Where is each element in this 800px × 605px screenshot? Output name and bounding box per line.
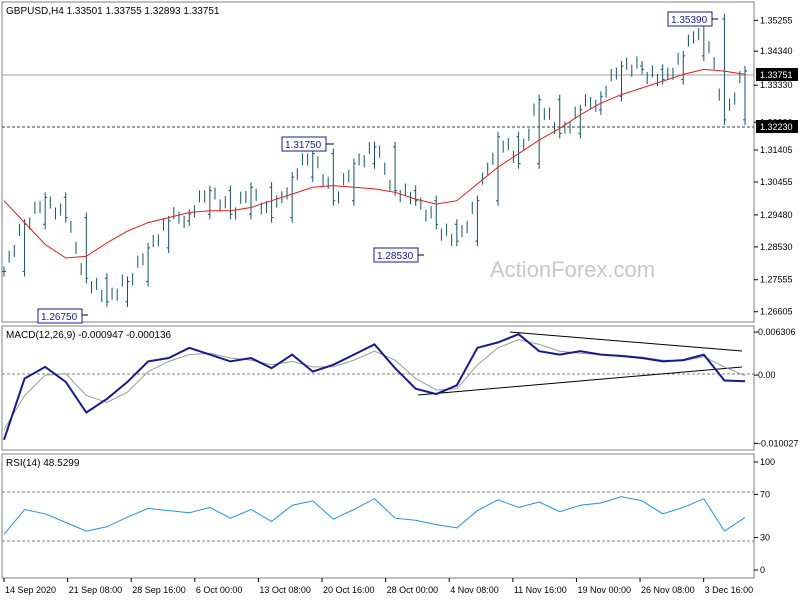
annotation-peak: 1.31750 <box>281 136 334 152</box>
price-bar <box>743 66 747 125</box>
time-axis-label: 19 Nov 00:00 <box>577 585 631 595</box>
time-axis-label: 11 Nov 16:00 <box>514 585 567 595</box>
rsi-axis-label: 100 <box>760 457 775 467</box>
price-bar <box>249 182 253 220</box>
price-bar <box>310 148 315 183</box>
price-bar <box>413 185 418 206</box>
price-panel: GBPUSD,H4 1.33501 1.33755 1.32893 1.3375… <box>1 1 798 324</box>
price-axis-label: 1.28530 <box>760 242 793 252</box>
price-bar <box>166 215 171 253</box>
level-price-value: 1.32230 <box>760 122 793 132</box>
time-axis-label: 28 Sep 16:00 <box>132 585 186 595</box>
rsi-axis-label: 0 <box>760 565 765 575</box>
price-bar <box>187 209 192 226</box>
price-series <box>2 13 747 307</box>
price-axis-label: 1.30455 <box>760 177 793 187</box>
price-bar <box>104 273 109 307</box>
price-axis-label: 1.26605 <box>760 307 793 317</box>
watermark: ActionForex.com <box>490 257 655 282</box>
price-bar <box>640 60 645 75</box>
macd-axis-label: -0.010027 <box>758 438 799 448</box>
moving-average-line <box>3 68 746 259</box>
level-price-label: 1.32230 <box>756 120 798 133</box>
price-bar <box>722 13 727 125</box>
rsi-axis-label: 70 <box>760 489 770 499</box>
time-axis-label: 13 Oct 08:00 <box>259 585 311 595</box>
macd-panel-title: MACD(12,26,9) -0.000947 -0.000136 <box>6 330 172 341</box>
price-bar <box>228 185 233 220</box>
time-axis-label: 26 Nov 08:00 <box>641 585 695 595</box>
price-bar <box>372 141 377 169</box>
macd-trendline-lower <box>417 366 743 396</box>
rsi-axis-label: 30 <box>760 533 770 543</box>
annotation-high-label: 1.35390 <box>671 15 708 26</box>
macd-trendline-upper <box>509 331 743 352</box>
macd-panel: MACD(12,26,9) -0.000947 -0.000136 0.0063… <box>1 325 799 451</box>
time-axis-label: 6 Oct 00:00 <box>196 585 243 595</box>
time-axis-label: 28 Oct 00:00 <box>387 585 439 595</box>
annotation-trough-label: 1.28530 <box>377 251 414 262</box>
time-axis-label: 20 Oct 16:00 <box>323 585 375 595</box>
rsi-panel-title: RSI(14) 48.5299 <box>6 458 80 469</box>
macd-axis-label: 0.006306 <box>758 327 796 337</box>
macd-axis: 0.006306 0.00 -0.010027 <box>754 327 799 448</box>
price-axis-label: 1.34340 <box>760 46 793 56</box>
price-axis-label: 1.29480 <box>760 210 793 220</box>
price-bar <box>578 104 583 139</box>
time-axis-label: 3 Dec 16:00 <box>705 585 754 595</box>
rsi-axis: 100 70 30 0 <box>754 457 775 575</box>
current-price-value: 1.33751 <box>760 70 793 80</box>
price-bar <box>434 195 439 230</box>
annotation-high: 1.35390 <box>667 11 718 27</box>
price-bar <box>207 185 212 220</box>
time-axis-label: 14 Sep 2020 <box>5 585 56 595</box>
price-axis-label: 1.33330 <box>760 80 793 90</box>
moving-average-series <box>3 68 746 259</box>
annotation-low: 1.26750 <box>37 308 88 324</box>
price-bar <box>2 266 6 277</box>
annotation-peak-label: 1.31750 <box>285 140 322 151</box>
price-bar <box>290 172 295 223</box>
price-bar <box>537 94 542 169</box>
price-bar <box>475 195 480 247</box>
macd-main-line <box>3 333 746 441</box>
price-bar <box>557 94 562 139</box>
time-axis: 14 Sep 2020 21 Sep 08:00 28 Sep 16:00 6 Oct… <box>3 578 754 595</box>
price-panel-title: GBPUSD,H4 1.33501 1.33755 1.32893 1.3375… <box>6 6 220 17</box>
price-bar <box>125 276 130 307</box>
price-bar <box>351 158 356 206</box>
price-axis-label: 1.27555 <box>760 275 793 285</box>
price-bar <box>331 148 336 206</box>
price-bar <box>393 141 398 196</box>
time-axis-label: 4 Nov 08:00 <box>450 585 499 595</box>
price-bar <box>269 182 274 223</box>
price-bar <box>43 192 48 230</box>
macd-axis-label: 0.00 <box>758 370 776 380</box>
macd-main-series <box>3 333 746 441</box>
price-bar <box>681 50 686 85</box>
annotation-trough: 1.28530 <box>373 247 424 263</box>
price-bar <box>84 212 89 284</box>
price-bar <box>516 131 521 169</box>
time-axis-label: 21 Sep 08:00 <box>69 585 123 595</box>
rsi-line <box>3 496 746 535</box>
price-bar <box>454 219 459 247</box>
price-bar <box>496 131 500 206</box>
annotation-low-label: 1.26750 <box>41 312 78 323</box>
rsi-panel: RSI(14) 48.5299 100 70 30 0 <box>1 453 775 579</box>
price-bar <box>63 192 68 223</box>
price-bar <box>146 242 151 287</box>
rsi-series <box>3 496 746 535</box>
price-axis-label: 1.31405 <box>760 145 793 155</box>
current-price-label: 1.33751 <box>756 68 798 81</box>
price-axis-label: 1.35255 <box>760 15 793 25</box>
